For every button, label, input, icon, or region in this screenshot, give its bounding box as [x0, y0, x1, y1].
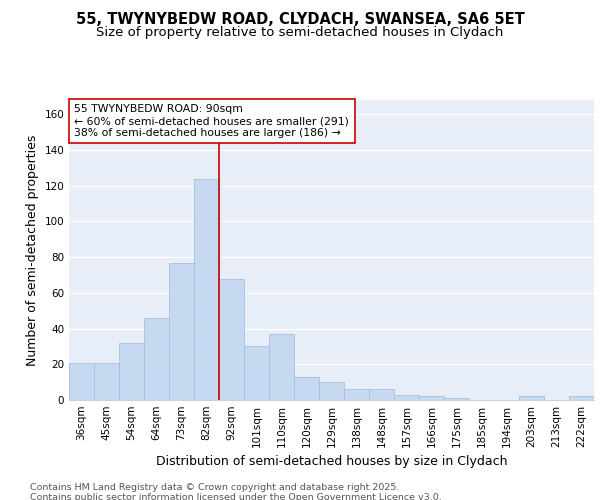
Text: Contains HM Land Registry data © Crown copyright and database right 2025.
Contai: Contains HM Land Registry data © Crown c… [30, 482, 442, 500]
Bar [519, 396, 544, 400]
Bar [169, 262, 194, 400]
Bar [244, 346, 269, 400]
Bar [569, 396, 594, 400]
Bar [269, 334, 294, 400]
Bar [419, 396, 444, 400]
Bar [319, 382, 344, 400]
Bar [294, 377, 319, 400]
Text: 55 TWYNYBEDW ROAD: 90sqm
← 60% of semi-detached houses are smaller (291)
38% of : 55 TWYNYBEDW ROAD: 90sqm ← 60% of semi-d… [74, 104, 349, 138]
X-axis label: Distribution of semi-detached houses by size in Clydach: Distribution of semi-detached houses by … [156, 456, 507, 468]
Bar [144, 318, 169, 400]
Bar [344, 390, 369, 400]
Bar [69, 362, 94, 400]
Bar [444, 398, 469, 400]
Text: Size of property relative to semi-detached houses in Clydach: Size of property relative to semi-detach… [97, 26, 503, 39]
Bar [94, 362, 119, 400]
Bar [119, 343, 144, 400]
Y-axis label: Number of semi-detached properties: Number of semi-detached properties [26, 134, 39, 366]
Bar [219, 278, 244, 400]
Bar [394, 394, 419, 400]
Bar [194, 178, 219, 400]
Bar [369, 390, 394, 400]
Text: 55, TWYNYBEDW ROAD, CLYDACH, SWANSEA, SA6 5ET: 55, TWYNYBEDW ROAD, CLYDACH, SWANSEA, SA… [76, 12, 524, 28]
